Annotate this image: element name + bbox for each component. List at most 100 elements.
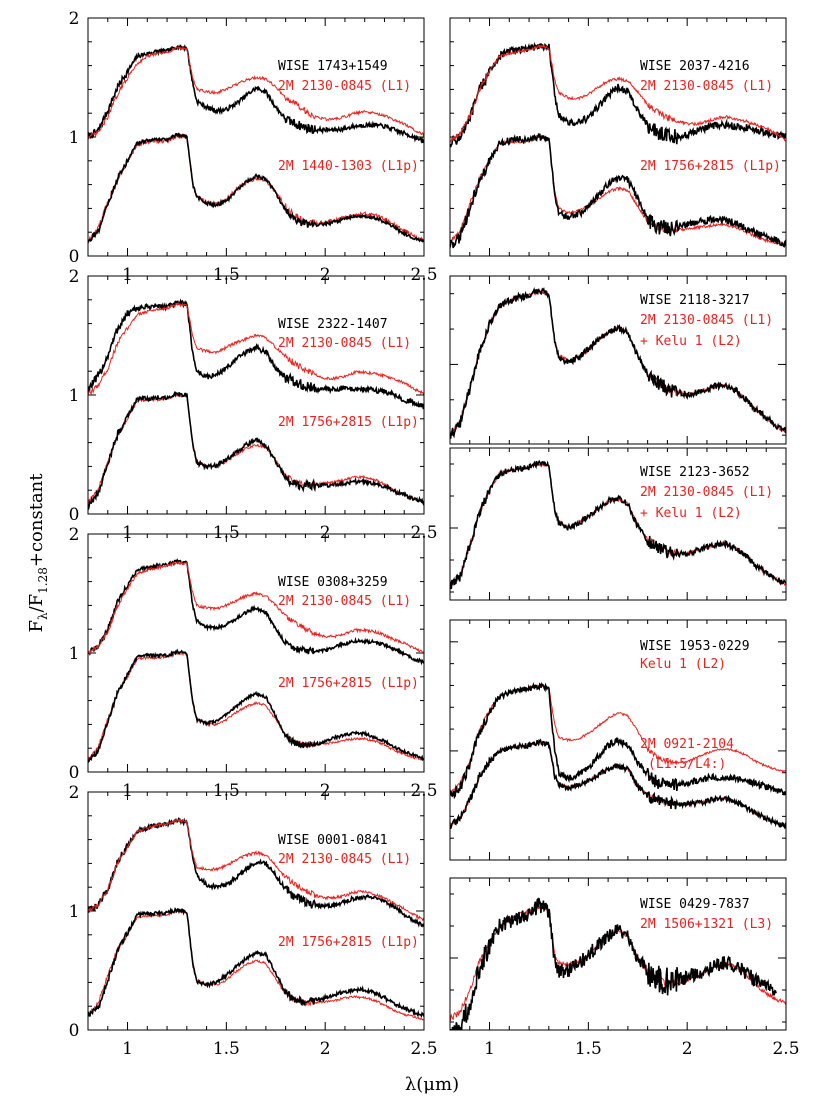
y-tick-label: 1	[69, 128, 80, 148]
series-line	[450, 741, 786, 828]
series-line	[450, 286, 786, 439]
series-group	[450, 286, 786, 439]
series-label: 2M 2130-0845 (L1)	[278, 852, 411, 867]
series-line	[88, 45, 424, 140]
series-line	[450, 44, 786, 143]
series-label: 2M 0921-2104	[640, 737, 734, 752]
y-tick-label: 2	[69, 267, 80, 287]
x-tick-label: 2	[320, 1039, 331, 1059]
series-line	[88, 907, 424, 1018]
x-tick-label: 2.5	[772, 1039, 799, 1059]
panel-frame	[87, 17, 425, 257]
series-line	[88, 132, 424, 244]
x-tick-label: 1	[122, 781, 133, 801]
series-line	[88, 132, 424, 243]
y-tick-label: 1	[69, 902, 80, 922]
series-label: WISE 0429-7837	[640, 897, 750, 912]
series-label: 2M 1756+2815 (L1p)	[278, 935, 419, 950]
y-tick-label: 2	[69, 783, 80, 803]
panel-left-1: 0 1 2 1 1.5 2 2.5 WISE 1743+1549 2M 2130-0845 (L…	[69, 9, 438, 285]
series-group	[88, 44, 424, 244]
series-line	[450, 132, 786, 249]
series-label: 2M 2130-0845 (L1)	[640, 79, 773, 94]
series-label: 2M 2130-0845 (L1)	[640, 485, 773, 500]
series-label: 2M 2130-0845 (L1)	[640, 313, 773, 328]
panel-right-3: WISE 2123-3652 2M 2130-0845 (L1) + Kelu 1 …	[449, 447, 787, 601]
panel-frame	[87, 533, 425, 773]
x-tick-label: 2	[320, 781, 331, 801]
x-tick-label: 1.5	[213, 1039, 240, 1059]
series-group	[88, 558, 424, 763]
series-line	[88, 393, 424, 504]
series-label: WISE 2322-1407	[278, 317, 388, 332]
x-tick-label: 1	[122, 1039, 133, 1059]
series-label: + Kelu 1 (L2)	[640, 506, 742, 521]
y-tick-label: 1	[69, 644, 80, 664]
series-label: WISE 1953-0229	[640, 639, 750, 654]
x-tick-label: 1	[122, 265, 133, 285]
x-tick-label: 1.5	[575, 1039, 602, 1059]
series-label: + Kelu 1 (L2)	[640, 334, 742, 349]
x-tick-label: 2.5	[410, 781, 437, 801]
x-tick-label: 2	[320, 265, 331, 285]
series-label: WISE 2037-4216	[640, 59, 750, 74]
series-line	[88, 302, 424, 397]
series-line	[88, 558, 424, 666]
series-label: WISE 0308+3259	[278, 575, 388, 590]
svg-text:Fλ/F1.28+constant: Fλ/F1.28+constant	[26, 473, 50, 633]
ticks	[449, 448, 787, 600]
y-tick-label: 0	[69, 505, 80, 525]
series-group	[450, 681, 786, 830]
y-tick-label: 1	[69, 386, 80, 406]
x-tick-label: 2.5	[410, 1039, 437, 1059]
series-line	[88, 651, 424, 761]
y-tick-label: 0	[69, 247, 80, 267]
series-line	[88, 298, 424, 410]
panel-left-4: 0 1 2 1 1.5 2 2.5 WISE 0001-0841 2M 2130-0845 (L…	[69, 783, 438, 1059]
ticks	[449, 878, 787, 1030]
panel-frame	[87, 791, 425, 1031]
y-tick-label: 0	[69, 763, 80, 783]
series-line	[450, 41, 786, 148]
series-group	[88, 816, 424, 1021]
panel-frame	[87, 275, 425, 515]
series-line	[450, 897, 777, 1030]
panel-frame	[449, 877, 787, 1031]
y-axis-title: Fλ/F1.28+constant	[26, 473, 50, 633]
x-tick-label: 2	[320, 523, 331, 543]
series-label: WISE 1743+1549	[278, 59, 388, 74]
panel-right-2: WISE 2118-3217 2M 2130-0845 (L1) + Kelu 1 …	[449, 275, 787, 445]
x-tick-label: 2	[682, 1039, 693, 1059]
x-tick-label: 1.5	[213, 265, 240, 285]
series-label: WISE 2123-3652	[640, 465, 750, 480]
series-line	[450, 459, 786, 590]
series-label: 2M 1756+2815 (L1p)	[278, 676, 419, 691]
series-group	[450, 897, 786, 1030]
series-line	[450, 461, 786, 589]
series-label: 2M 2130-0845 (L1)	[278, 594, 411, 609]
series-label: 2M 1756+2815 (L1p)	[640, 159, 781, 174]
x-tick-label: 1.5	[213, 781, 240, 801]
series-label: 2M 2130-0845 (L1)	[278, 79, 411, 94]
series-line	[88, 390, 424, 511]
series-group	[450, 41, 786, 249]
x-tick-label: 1	[122, 523, 133, 543]
series-label: 2M 1506+1321 (L3)	[640, 917, 773, 932]
y-tick-label: 2	[69, 525, 80, 545]
panel-frame	[449, 447, 787, 601]
panel-group: 0 1 2 1 1.5 2 2.5 WISE 1743+1549 2M 2130-0845 (L…	[69, 9, 800, 1059]
y-tick-label: 2	[69, 9, 80, 29]
series-line	[88, 648, 424, 763]
series-line	[450, 135, 786, 247]
x-tick-label: 1	[484, 1039, 495, 1059]
series-label: 2M 2130-0845 (L1)	[278, 336, 411, 351]
panel-right-1: WISE 2037-4216 2M 2130-0845 (L1) 2M 1756+2…	[449, 17, 787, 257]
y-tick-label: 0	[69, 1021, 80, 1041]
series-line	[450, 738, 786, 830]
x-axis-title: λ(μm)	[405, 1074, 459, 1095]
series-label: 2M 1440-1303 (L1p)	[278, 159, 419, 174]
series-label: (L1.5/L4:)	[648, 757, 726, 772]
series-line	[450, 681, 786, 800]
panel-frame	[449, 275, 787, 445]
